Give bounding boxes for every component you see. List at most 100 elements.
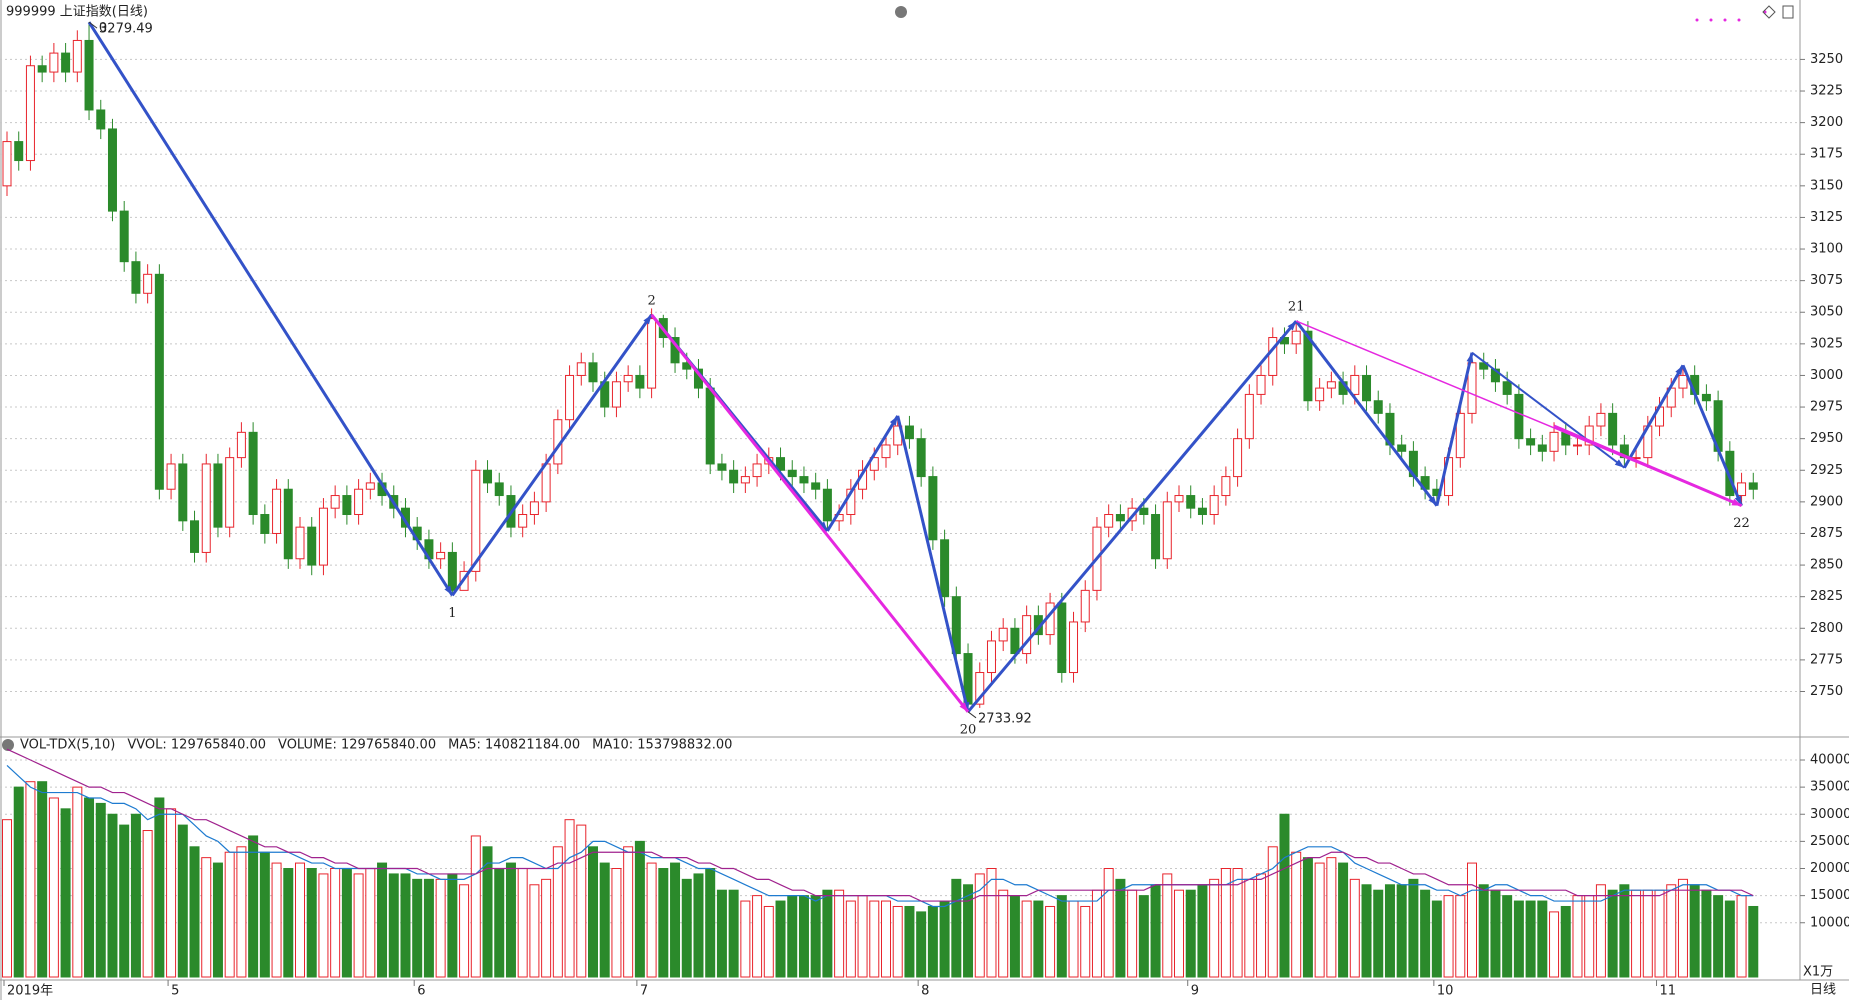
candle-body (1315, 387, 1325, 402)
candle-body (1151, 514, 1161, 560)
volume-bar (1713, 895, 1724, 978)
wave-arrow (1466, 352, 1474, 363)
y-tick-label: 2750 (1810, 684, 1843, 699)
volume-bar (482, 846, 493, 978)
indicator-header: VVOL: 129765840.00 (127, 738, 266, 753)
volume-bar (1607, 889, 1618, 978)
candle-body (1174, 495, 1184, 503)
candle-body (1010, 627, 1020, 655)
wave-line (1623, 364, 1685, 469)
candle-body (529, 501, 539, 516)
volume-bar (459, 884, 470, 978)
x-tick-label: 9 (1191, 984, 1199, 999)
vol-menu-icon[interactable] (2, 739, 14, 751)
volume-bar (72, 786, 83, 978)
candle-body (166, 463, 176, 490)
candle-body (1303, 330, 1313, 402)
candle-body (119, 210, 129, 263)
volume-bar (869, 900, 880, 978)
indicator-header: MA10: 153798832.00 (592, 738, 732, 753)
indicator-header: MA5: 140821184.00 (448, 738, 580, 753)
volume-bar (1724, 900, 1735, 978)
menu-icon[interactable] (895, 6, 907, 18)
volume-bar (834, 889, 845, 978)
candle-body (61, 52, 71, 73)
candle-body (1139, 507, 1149, 516)
volume-bar (1431, 900, 1442, 978)
candle-body (1549, 431, 1559, 452)
volume-bar (306, 868, 317, 978)
wave-arrow (1731, 498, 1742, 506)
volume-bar (1677, 878, 1688, 978)
volume-bar (599, 862, 610, 978)
volume-bar (927, 905, 938, 978)
y-tick-label: 3075 (1810, 273, 1843, 288)
wave-line (1681, 364, 1743, 507)
wave-label: 20 (960, 722, 977, 737)
candle-body (940, 539, 950, 598)
wave-arrow (818, 521, 828, 531)
candle-body (1701, 393, 1711, 402)
volume-bar (1197, 884, 1208, 978)
volume-bar (716, 889, 727, 978)
candle-body (611, 381, 621, 408)
volume-bar (1537, 900, 1548, 978)
volume-bar (904, 905, 915, 978)
volume-bar (951, 878, 962, 978)
marker-dot (1709, 18, 1713, 22)
volume-bar (400, 873, 411, 978)
candle-body (1596, 412, 1606, 427)
candle-body (916, 438, 926, 478)
candle-body (1115, 514, 1125, 522)
volume-bar (1091, 889, 1102, 978)
candle-body (752, 463, 762, 478)
candle-body (717, 463, 727, 471)
volume-bar (1560, 905, 1571, 978)
volume-bar (1162, 873, 1173, 978)
candle-body (1502, 381, 1512, 395)
candle-body (1455, 412, 1465, 459)
y-tick-label: 2875 (1810, 526, 1843, 541)
candle-body (1057, 602, 1067, 674)
volume-bar (1642, 889, 1653, 978)
y-tick-label: 3150 (1810, 178, 1843, 193)
volume-bar (84, 797, 95, 978)
unit-label: X1万 (1803, 965, 1833, 980)
candle-body (635, 374, 645, 389)
wave-arrow (1614, 459, 1625, 468)
wave-line (1471, 351, 1625, 469)
candle-body (928, 476, 938, 541)
candle-body (588, 362, 598, 383)
candle-body (1221, 476, 1231, 497)
candle-body (1467, 362, 1477, 414)
volume-bar (1748, 905, 1759, 978)
y-tick-label: 3250 (1810, 52, 1843, 67)
candle-body (1197, 507, 1207, 516)
chart-title: 999999 上证指数(日线) (6, 5, 148, 20)
marker-dot (1723, 18, 1727, 22)
volume-bar (1619, 884, 1630, 978)
diamond-icon[interactable] (1762, 5, 1776, 19)
panel-icon[interactable] (1782, 5, 1794, 19)
volume-bar (541, 878, 552, 978)
volume-bar (857, 895, 868, 978)
candle-body (1256, 374, 1266, 395)
wave-line (966, 320, 1298, 713)
y-tick-label: 2775 (1810, 652, 1843, 667)
wave-arrow (444, 585, 453, 596)
volume-bar (1631, 889, 1642, 978)
volume-bar (470, 835, 481, 978)
x-tick-label: 6 (417, 984, 425, 999)
candle-body (647, 318, 657, 389)
volume-bar (1267, 846, 1278, 978)
volume-bar (623, 846, 634, 978)
candle-body (190, 520, 200, 553)
candle-body (951, 596, 961, 655)
y-tick-label: 2850 (1810, 558, 1843, 573)
volume-bar (1021, 900, 1032, 978)
candle-body (2, 141, 12, 187)
volume-bar (377, 862, 388, 978)
volume-bar (1513, 900, 1524, 978)
candle-body (25, 65, 35, 162)
candle-body (1537, 444, 1547, 452)
